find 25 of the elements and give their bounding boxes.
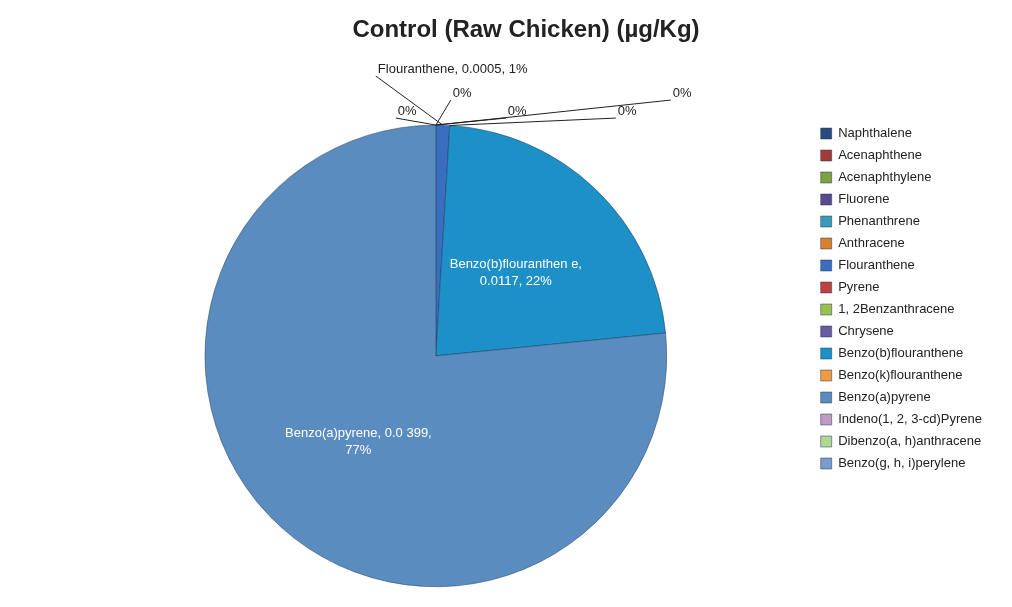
text: 0% xyxy=(672,84,692,100)
legend-label: Flouranthene xyxy=(838,257,915,273)
legend-label: Benzo(b)flouranthene xyxy=(838,345,964,361)
chart-title: Control (Raw Chicken) (µg/Kg) xyxy=(352,15,700,43)
legend-label: Dibenzo(a, h)anthracene xyxy=(838,433,982,449)
legend-label: Indeno(1, 2, 3-cd)Pyrene xyxy=(838,411,983,427)
legend-label: Acenaphthene xyxy=(838,147,923,163)
legend-label: Benzo(k)flouranthene xyxy=(838,367,963,383)
legend-label: Naphthalene xyxy=(838,125,912,141)
legend-label: Acenaphthylene xyxy=(838,169,932,185)
legend-label: Chrysene xyxy=(838,323,894,339)
text: 0% xyxy=(617,102,637,118)
data-label: Benzo(b)flouranthen e, 0.0117, 22% xyxy=(449,255,582,288)
legend-label: 1, 2Benzanthracene xyxy=(838,301,955,317)
legend-label: Phenanthrene xyxy=(838,213,920,229)
legend-label: Anthracene xyxy=(838,235,905,251)
legend-label: Pyrene xyxy=(838,279,880,295)
text: 0% xyxy=(452,84,472,100)
text: 0% xyxy=(507,102,527,118)
legend-label: Benzo(g, h, i)perylene xyxy=(838,455,966,471)
data-label: Flouranthene, 0.0005, 1% xyxy=(377,60,528,76)
text: 0% xyxy=(397,102,417,118)
data-label: Benzo(a)pyrene, 0.0 399, 77% xyxy=(285,424,432,457)
legend-label: Fluorene xyxy=(838,191,890,207)
legend-label: Benzo(a)pyrene xyxy=(838,389,931,405)
